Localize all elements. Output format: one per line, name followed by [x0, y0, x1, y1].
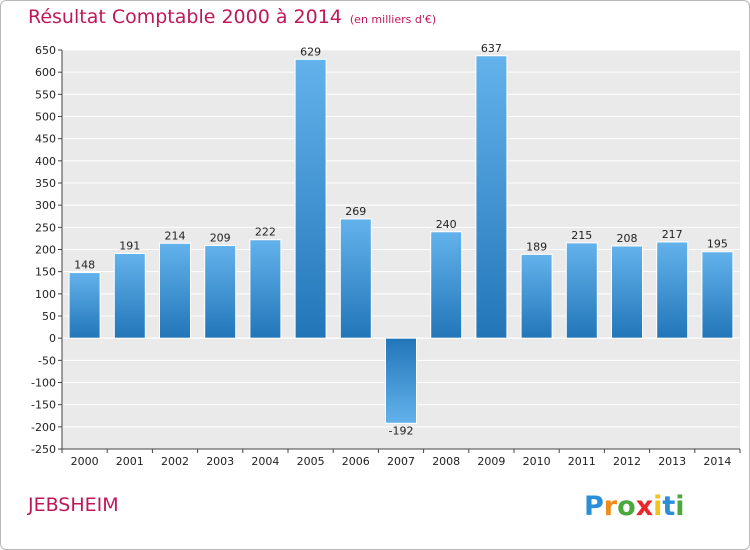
chart-title-unit: (en milliers d'€): [349, 13, 437, 26]
y-tick-label: -100: [31, 377, 56, 390]
y-tick-label: 250: [35, 221, 56, 234]
proxiti-logo: Proxiti: [582, 486, 692, 526]
x-tick-label: 2012: [613, 455, 641, 468]
y-tick-label: 400: [35, 155, 56, 168]
x-tick-label: 2010: [523, 455, 551, 468]
x-tick-label: 2002: [161, 455, 189, 468]
svg-text:Proxiti: Proxiti: [584, 491, 685, 522]
bar-2005: [294, 58, 327, 339]
x-tick-label: 2011: [568, 455, 596, 468]
y-axis: 650600550500450400350300250200150100500-…: [31, 44, 63, 456]
y-tick-label: 50: [42, 310, 56, 323]
data-label-2001: 191: [119, 239, 140, 252]
x-tick-label: 2004: [251, 455, 279, 468]
x-tick-label: 2008: [432, 455, 460, 468]
y-tick-label: 500: [35, 111, 56, 124]
commune-name: JEBSHEIM: [28, 494, 119, 516]
y-tick-label: 450: [35, 133, 56, 146]
y-tick-label: 200: [35, 244, 56, 257]
bar-2013: [656, 241, 689, 339]
bar-2006: [339, 218, 372, 339]
data-label-2012: 208: [617, 232, 638, 245]
bars: 148 191 214 209 222 629 269 -192 240 637 189 215 208…: [68, 42, 734, 437]
bar-2009: [475, 55, 508, 339]
data-label-2005: 629: [300, 45, 321, 58]
bar-2002: [159, 242, 191, 339]
x-tick-label: 2007: [387, 455, 415, 468]
data-label-2009: 637: [481, 42, 502, 55]
data-label-2010: 189: [526, 240, 547, 253]
x-tick-label: 2001: [116, 455, 144, 468]
x-tick-label: 2000: [71, 455, 99, 468]
data-label-2006: 269: [345, 205, 366, 218]
x-tick-label: 2013: [658, 455, 686, 468]
bar-2010: [520, 253, 553, 339]
bar-2012: [611, 245, 643, 339]
data-label-2013: 217: [662, 228, 683, 241]
x-tick-label: 2005: [297, 455, 325, 468]
x-tick-label: 2014: [703, 455, 731, 468]
bar-2008: [430, 231, 463, 339]
data-label-2007: -192: [389, 424, 414, 437]
y-tick-label: -150: [31, 399, 56, 412]
y-tick-label: -200: [31, 421, 56, 434]
data-label-2008: 240: [436, 218, 457, 231]
data-label-2000: 148: [74, 259, 95, 272]
bar-2014: [701, 251, 734, 339]
bar-2001: [113, 252, 146, 339]
x-tick-label: 2003: [206, 455, 234, 468]
data-label-2003: 209: [210, 232, 231, 245]
y-tick-label: 650: [35, 44, 56, 57]
y-tick-label: -50: [38, 354, 56, 367]
y-tick-label: 300: [35, 199, 56, 212]
data-label-2014: 195: [707, 238, 728, 251]
chart-title: Résultat Comptable 2000 à 2014 (en millie…: [28, 6, 436, 28]
bar-2011: [565, 242, 598, 339]
x-tick-label: 2006: [342, 455, 370, 468]
y-tick-label: 0: [49, 332, 56, 345]
y-tick-label: 600: [35, 66, 56, 79]
data-label-2004: 222: [255, 226, 276, 239]
bar-2000: [68, 272, 101, 339]
bar-2007: [385, 337, 417, 424]
bar-2004: [249, 239, 282, 339]
data-label-2011: 215: [571, 229, 592, 242]
y-tick-label: 550: [35, 88, 56, 101]
chart-title-main: Résultat Comptable 2000 à 2014: [28, 6, 342, 28]
x-tick-label: 2009: [477, 455, 505, 468]
y-tick-label: 100: [35, 288, 56, 301]
y-tick-label: 150: [35, 266, 56, 279]
bar-2003: [204, 245, 237, 339]
y-tick-label: -250: [31, 443, 56, 456]
x-axis: 2000 2001 2002 2003 2004 2005 2006 2007 2008 2009…: [61, 448, 741, 468]
y-tick-label: 350: [35, 177, 56, 190]
data-label-2002: 214: [165, 229, 186, 242]
